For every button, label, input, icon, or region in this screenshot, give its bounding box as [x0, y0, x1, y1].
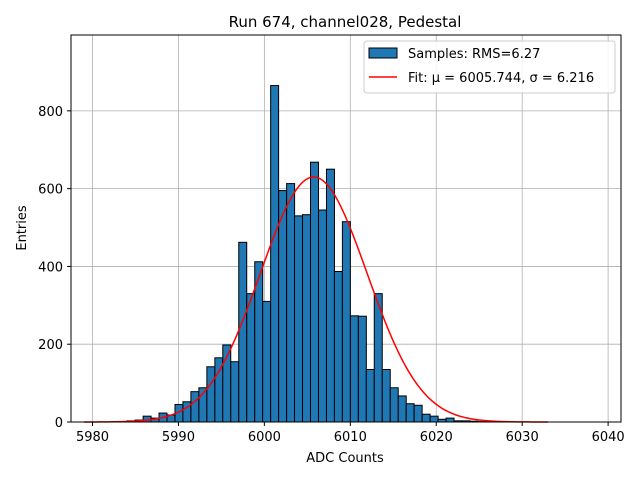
histogram-bar-23 [310, 161, 319, 423]
y-axis-ticks: 0 200 400 600 800 [38, 105, 71, 431]
y-axis-label: Entries [15, 205, 30, 251]
histogram-bar-26 [333, 270, 343, 423]
x-tick-label-1: 5990 [162, 430, 195, 445]
legend-fit-label: Fit: μ = 6005.744, σ = 6.216 [408, 71, 594, 86]
x-tick-label-2: 6000 [248, 430, 281, 445]
legend-box [363, 40, 616, 94]
histogram-bar-38 [429, 415, 439, 423]
histogram-bar-8 [190, 391, 200, 423]
histogram-bar-32 [381, 368, 391, 423]
histogram-bar-35 [405, 403, 415, 423]
histogram-bars [126, 85, 487, 423]
histogram-bar-17 [262, 300, 272, 423]
legend: Samples: RMS=6.27 Fit: μ = 6005.744, σ =… [363, 40, 616, 94]
histogram-bar-24 [318, 209, 327, 423]
histogram-bar-22 [302, 214, 311, 423]
y-tick-label-1: 200 [38, 338, 63, 353]
x-tick-label-5: 6030 [506, 430, 539, 445]
histogram-bar-30 [365, 368, 375, 423]
y-tick-label-3: 600 [38, 183, 63, 198]
x-tick-label-0: 5980 [76, 430, 109, 445]
histogram-bar-28 [349, 315, 359, 423]
histogram-bar-14 [238, 241, 248, 423]
legend-samples-swatch [368, 47, 398, 59]
x-tick-label-6: 6040 [592, 430, 625, 445]
histogram-bar-19 [278, 190, 288, 423]
histogram-bar-25 [325, 168, 335, 423]
histogram-bar-40 [445, 417, 455, 423]
histogram-bar-36 [413, 404, 423, 423]
legend-samples-label: Samples: RMS=6.27 [408, 47, 540, 62]
histogram-bar-27 [341, 221, 351, 423]
x-axis-ticks: 5980 5990 6000 6010 6020 6030 6040 [76, 422, 625, 445]
histogram-bar-13 [230, 361, 240, 423]
histogram-bar-15 [246, 293, 256, 423]
histogram-bar-21 [294, 215, 303, 423]
histogram-bar-33 [389, 387, 399, 423]
x-tick-label-3: 6010 [334, 430, 367, 445]
y-tick-label-2: 400 [38, 260, 63, 275]
chart-title: Run 674, channel028, Pedestal [229, 13, 462, 31]
plot-frame [70, 34, 622, 423]
x-tick-label-4: 6020 [420, 430, 453, 445]
x-axis-label: ADC Counts [306, 451, 384, 466]
y-tick-label-0: 0 [55, 416, 63, 431]
histogram-bar-18 [270, 85, 280, 423]
histogram-bar-37 [421, 413, 431, 423]
histogram-bar-20 [286, 183, 296, 423]
histogram-bar-10 [206, 366, 216, 423]
histogram-bar-29 [357, 315, 367, 423]
histogram-bar-34 [397, 395, 407, 423]
gaussian-fit-curve [83, 176, 548, 423]
y-tick-label-4: 800 [38, 105, 63, 120]
